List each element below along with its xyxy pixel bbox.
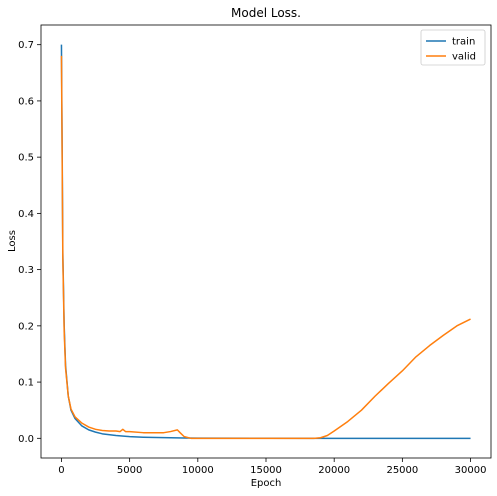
x-tick-label: 10000 <box>182 465 214 476</box>
plot-area: 0 5000 10000 15000 20000 25000 30000 0.0 0.1 0.2 0… <box>18 24 492 476</box>
y-tick-label: 0.3 <box>18 265 34 276</box>
legend-label-valid: valid <box>452 52 476 63</box>
y-tick-label: 0.1 <box>18 378 34 389</box>
x-tick-label: 25000 <box>386 465 418 476</box>
series-line-valid <box>60 55 471 440</box>
x-tick-label: 15000 <box>250 465 282 476</box>
y-tick-label: 0.0 <box>18 434 34 445</box>
y-axis-label: Loss <box>7 230 18 252</box>
legend-label-train: train <box>452 37 475 48</box>
y-tick-label: 0.7 <box>18 40 34 51</box>
legend: train valid <box>420 29 486 66</box>
x-tick-label: 20000 <box>318 465 350 476</box>
series-line-train <box>60 44 471 440</box>
y-tick-label: 0.4 <box>18 209 34 220</box>
y-tick-label: 0.2 <box>18 321 34 332</box>
chart-title: Model Loss. <box>231 6 301 20</box>
x-tick-label: 30000 <box>455 465 487 476</box>
x-tick-label: 0 <box>58 465 64 476</box>
y-tick-label: 0.6 <box>18 96 34 107</box>
x-axis-label: Epoch <box>251 478 282 489</box>
y-tick-label: 0.5 <box>18 153 34 164</box>
plot-frame <box>40 24 492 459</box>
x-tick-label: 5000 <box>117 465 142 476</box>
